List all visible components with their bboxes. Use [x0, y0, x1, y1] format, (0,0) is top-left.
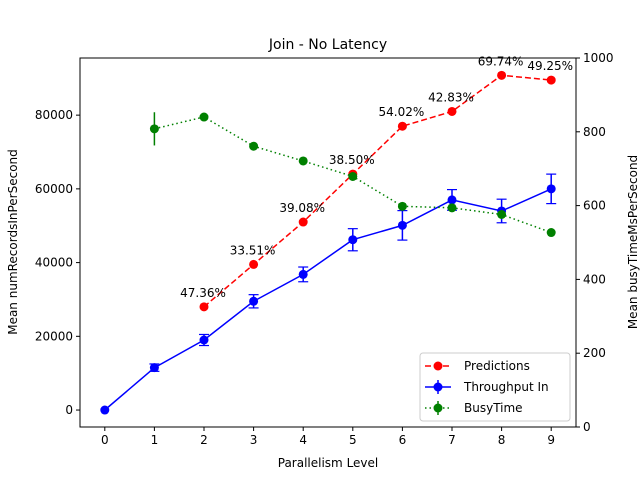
data-labels: 47.36% 33.51% 39.08% 38.50% 54.02%42.83% 69.7…: [180, 54, 573, 300]
y2-tick-label: 800: [583, 125, 606, 139]
busytime-point: [546, 228, 556, 238]
throughput-in-point: [100, 405, 110, 415]
y2-tick-label: 400: [583, 272, 606, 286]
y-tick-label: 80000: [35, 108, 73, 122]
legend-label: BusyTime: [464, 401, 523, 415]
legend-swatch-marker: [433, 382, 443, 392]
predictions-point: [249, 259, 259, 269]
legend-swatch-marker: [433, 403, 443, 413]
y-tick-label: 60000: [35, 182, 73, 196]
chart-title: Join - No Latency: [268, 37, 387, 53]
x-tick-label: 0: [101, 433, 109, 447]
legend: Predictions Throughput In BusyTime: [419, 352, 571, 422]
throughput-in-line: [104, 188, 552, 411]
predictions-point: [397, 121, 407, 131]
y2-axis-ticks: 0 200 400 600 800 1000: [576, 51, 614, 434]
x-tick-label: 5: [349, 433, 357, 447]
x-tick-label: 4: [299, 433, 307, 447]
throughput-in-point: [298, 269, 308, 279]
data-label: 39.08%: [279, 201, 325, 215]
throughput-in-point: [199, 335, 209, 345]
data-label: 69.74%: [478, 54, 524, 68]
x-tick-label: 6: [399, 433, 407, 447]
y2-tick-label: 600: [583, 199, 606, 213]
x-tick-label: 2: [200, 433, 208, 447]
data-label: 49.25%: [527, 59, 573, 73]
legend-label: Predictions: [464, 359, 530, 373]
predictions-point: [447, 106, 457, 116]
y2-axis-label: Mean busyTimeMsPerSecond: [626, 155, 640, 329]
x-axis-label: Parallelism Level: [278, 456, 379, 470]
predictions-line: [203, 74, 552, 308]
throughput-in-point: [149, 363, 159, 373]
data-label: 33.51%: [230, 243, 276, 257]
predictions-point: [298, 217, 308, 227]
x-tick-label: 3: [250, 433, 258, 447]
y2-tick-label: 0: [583, 420, 591, 434]
data-label: 38.50%: [329, 153, 375, 167]
data-label: 42.83%: [428, 90, 474, 104]
busytime-point: [397, 201, 407, 211]
legend-box: [419, 352, 571, 422]
series-layer: [100, 70, 557, 415]
data-label: 47.36%: [180, 286, 226, 300]
busytime-point: [348, 171, 358, 181]
plot-frame: [79, 57, 577, 428]
y-tick-label: 40000: [35, 256, 73, 270]
throughput-in-point: [546, 184, 556, 194]
predictions-point: [199, 302, 209, 312]
throughput-in-point: [447, 195, 457, 205]
x-tick-label: 1: [151, 433, 159, 447]
throughput-in-point: [249, 296, 259, 306]
x-tick-label: 8: [498, 433, 506, 447]
data-label: 54.02%: [379, 105, 425, 119]
y-axis-ticks: 0 20000 40000 60000 80000: [35, 108, 80, 417]
x-tick-label: 7: [448, 433, 456, 447]
throughput-in-point: [348, 235, 358, 245]
y-axis-label: Mean numRecordsInPerSecond: [6, 149, 20, 335]
y2-tick-label: 200: [583, 346, 606, 360]
y2-tick-label: 1000: [583, 51, 614, 65]
y-tick-label: 20000: [35, 329, 73, 343]
legend-label: Throughput In: [463, 380, 549, 394]
x-tick-label: 9: [547, 433, 555, 447]
busytime-point: [249, 141, 259, 151]
predictions-point: [497, 70, 507, 80]
busytime-point: [298, 156, 308, 166]
busytime-point: [199, 112, 209, 122]
y-tick-label: 0: [65, 403, 73, 417]
busytime-point: [447, 203, 457, 213]
busytime-point: [497, 209, 507, 219]
legend-swatch-marker: [433, 361, 443, 371]
busytime-point: [149, 124, 159, 134]
x-axis-ticks: 0 1 2 3 4 5 6 7 8 9: [101, 427, 555, 447]
throughput-in-point: [397, 220, 407, 230]
predictions-point: [546, 75, 556, 85]
